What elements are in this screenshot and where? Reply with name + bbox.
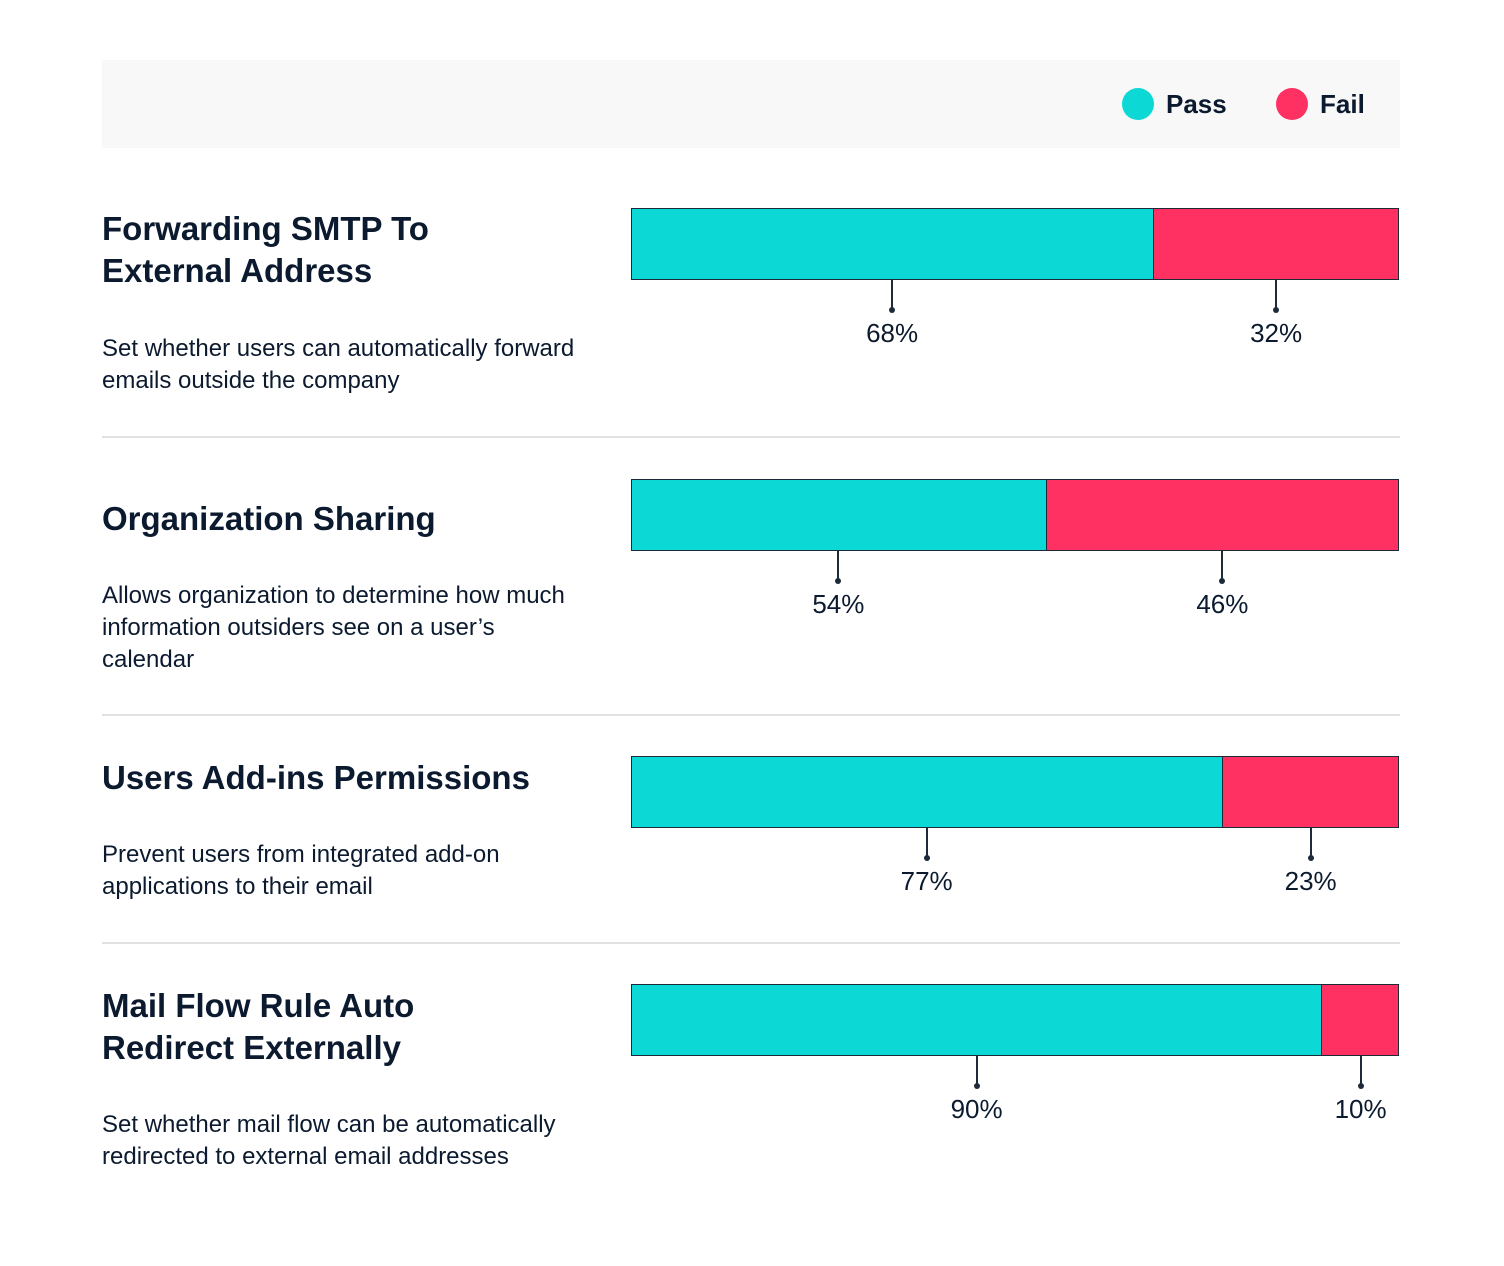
percent-label-fail: 23% — [1284, 866, 1337, 896]
tick-pass — [889, 280, 896, 313]
row-description: Prevent users from integrated add-on app… — [102, 841, 500, 900]
bar-segment-pass — [632, 985, 1322, 1055]
legend: Pass Fail — [102, 60, 1400, 148]
tick-fail — [1219, 551, 1226, 584]
percent-label-pass: 54% — [812, 589, 865, 619]
tick-pass — [973, 1056, 980, 1089]
row-title-line: Forwarding SMTP To — [102, 210, 429, 247]
percent-label-pass: 90% — [950, 1094, 1003, 1124]
pass-swatch-icon — [1122, 88, 1154, 120]
row-title-line: Users Add-ins Permissions — [102, 759, 530, 796]
row-title-line: Redirect Externally — [102, 1029, 401, 1066]
percent-label-fail: 32% — [1250, 318, 1303, 348]
stacked-bar — [631, 756, 1399, 828]
bar-segment-pass — [632, 480, 1046, 550]
bar-segment-pass — [632, 757, 1222, 827]
row-description: Set whether mail flow can be automatical… — [102, 1111, 556, 1170]
row-description: Allows organization to determine how muc… — [102, 582, 565, 673]
bar-segment-pass — [632, 209, 1153, 279]
row-title-line: External Address — [102, 252, 373, 289]
percent-label-fail: 10% — [1334, 1094, 1387, 1124]
bar-segment-fail — [1045, 480, 1398, 550]
legend-item-fail: Fail — [1276, 88, 1365, 120]
row-title: Users Add-ins Permissions — [102, 757, 602, 799]
row-title-line: Organization Sharing — [102, 500, 436, 537]
tick-fail — [1273, 280, 1280, 313]
stacked-bar — [631, 984, 1399, 1056]
percent-label-fail: 46% — [1196, 589, 1249, 619]
row-title: Organization Sharing — [102, 498, 602, 540]
row-title-line: Mail Flow Rule Auto — [102, 987, 415, 1024]
bar-segment-fail — [1152, 209, 1398, 279]
stacked-bar — [631, 479, 1399, 551]
bar-segment-fail — [1221, 757, 1398, 827]
tick-pass — [923, 828, 930, 861]
legend-label-fail: Fail — [1320, 88, 1365, 119]
row-divider — [102, 714, 1400, 716]
tick-fail — [1307, 828, 1314, 861]
row-divider — [102, 942, 1400, 944]
percent-label-pass: 68% — [866, 318, 919, 348]
bar-segment-fail — [1321, 985, 1398, 1055]
stacked-bar — [631, 208, 1399, 280]
legend-item-pass: Pass — [1122, 88, 1227, 120]
tick-fail — [1357, 1056, 1364, 1089]
row-divider — [102, 436, 1400, 438]
fail-swatch-icon — [1276, 88, 1308, 120]
percent-label-pass: 77% — [900, 866, 953, 896]
legend-label-pass: Pass — [1166, 88, 1227, 119]
row-title: Mail Flow Rule Auto Redirect Externally — [102, 985, 602, 1069]
row-title: Forwarding SMTP To External Address — [102, 208, 602, 292]
tick-pass — [835, 551, 842, 584]
row-description: Set whether users can automatically forw… — [102, 335, 575, 394]
